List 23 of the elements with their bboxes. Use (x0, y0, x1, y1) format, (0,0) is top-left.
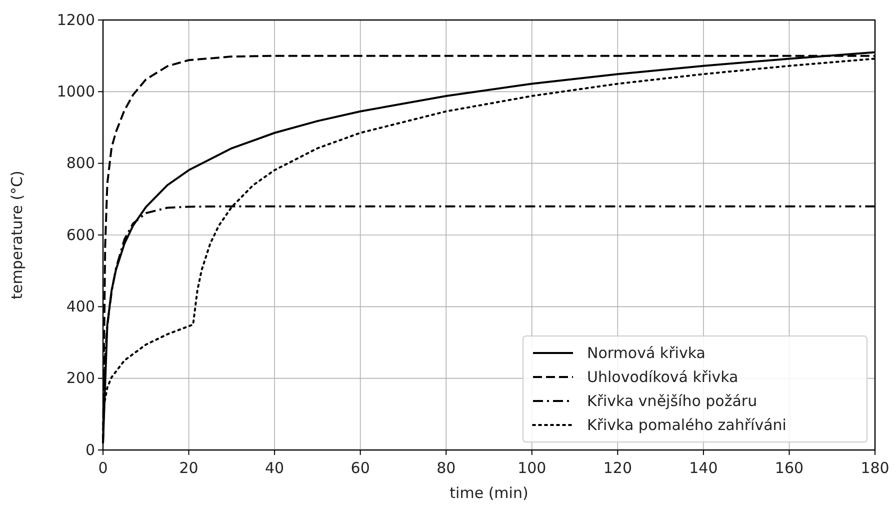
x-tick-label: 40 (265, 459, 284, 477)
x-tick-label: 100 (518, 459, 546, 477)
y-tick-label: 600 (66, 226, 95, 244)
legend-label: Křivka vnějšího požáru (587, 392, 758, 410)
y-tick-label: 0 (85, 440, 95, 459)
y-axis-title: temperature (°C) (8, 170, 26, 300)
y-tick-label: 1000 (56, 82, 95, 100)
x-tick-label: 140 (689, 459, 718, 477)
x-tick-label: 0 (98, 459, 108, 477)
y-tick-label: 800 (66, 154, 95, 172)
x-tick-label: 60 (350, 459, 370, 477)
x-tick-label: 160 (774, 459, 804, 477)
x-tick-label: 80 (436, 459, 456, 477)
x-axis-title: time (min) (450, 484, 528, 502)
legend-label: Uhlovodíková křivka (587, 368, 738, 386)
x-tick-label: 120 (603, 459, 632, 477)
x-tick-label: 20 (179, 459, 198, 477)
x-tick-label: 180 (860, 459, 890, 477)
y-tick-label: 1200 (56, 10, 95, 29)
y-tick-label: 400 (66, 297, 95, 316)
y-tick-label: 200 (66, 369, 95, 388)
legend-label: Normová křivka (587, 344, 706, 362)
legend-label: Křivka pomalého zahříváni (587, 416, 786, 434)
